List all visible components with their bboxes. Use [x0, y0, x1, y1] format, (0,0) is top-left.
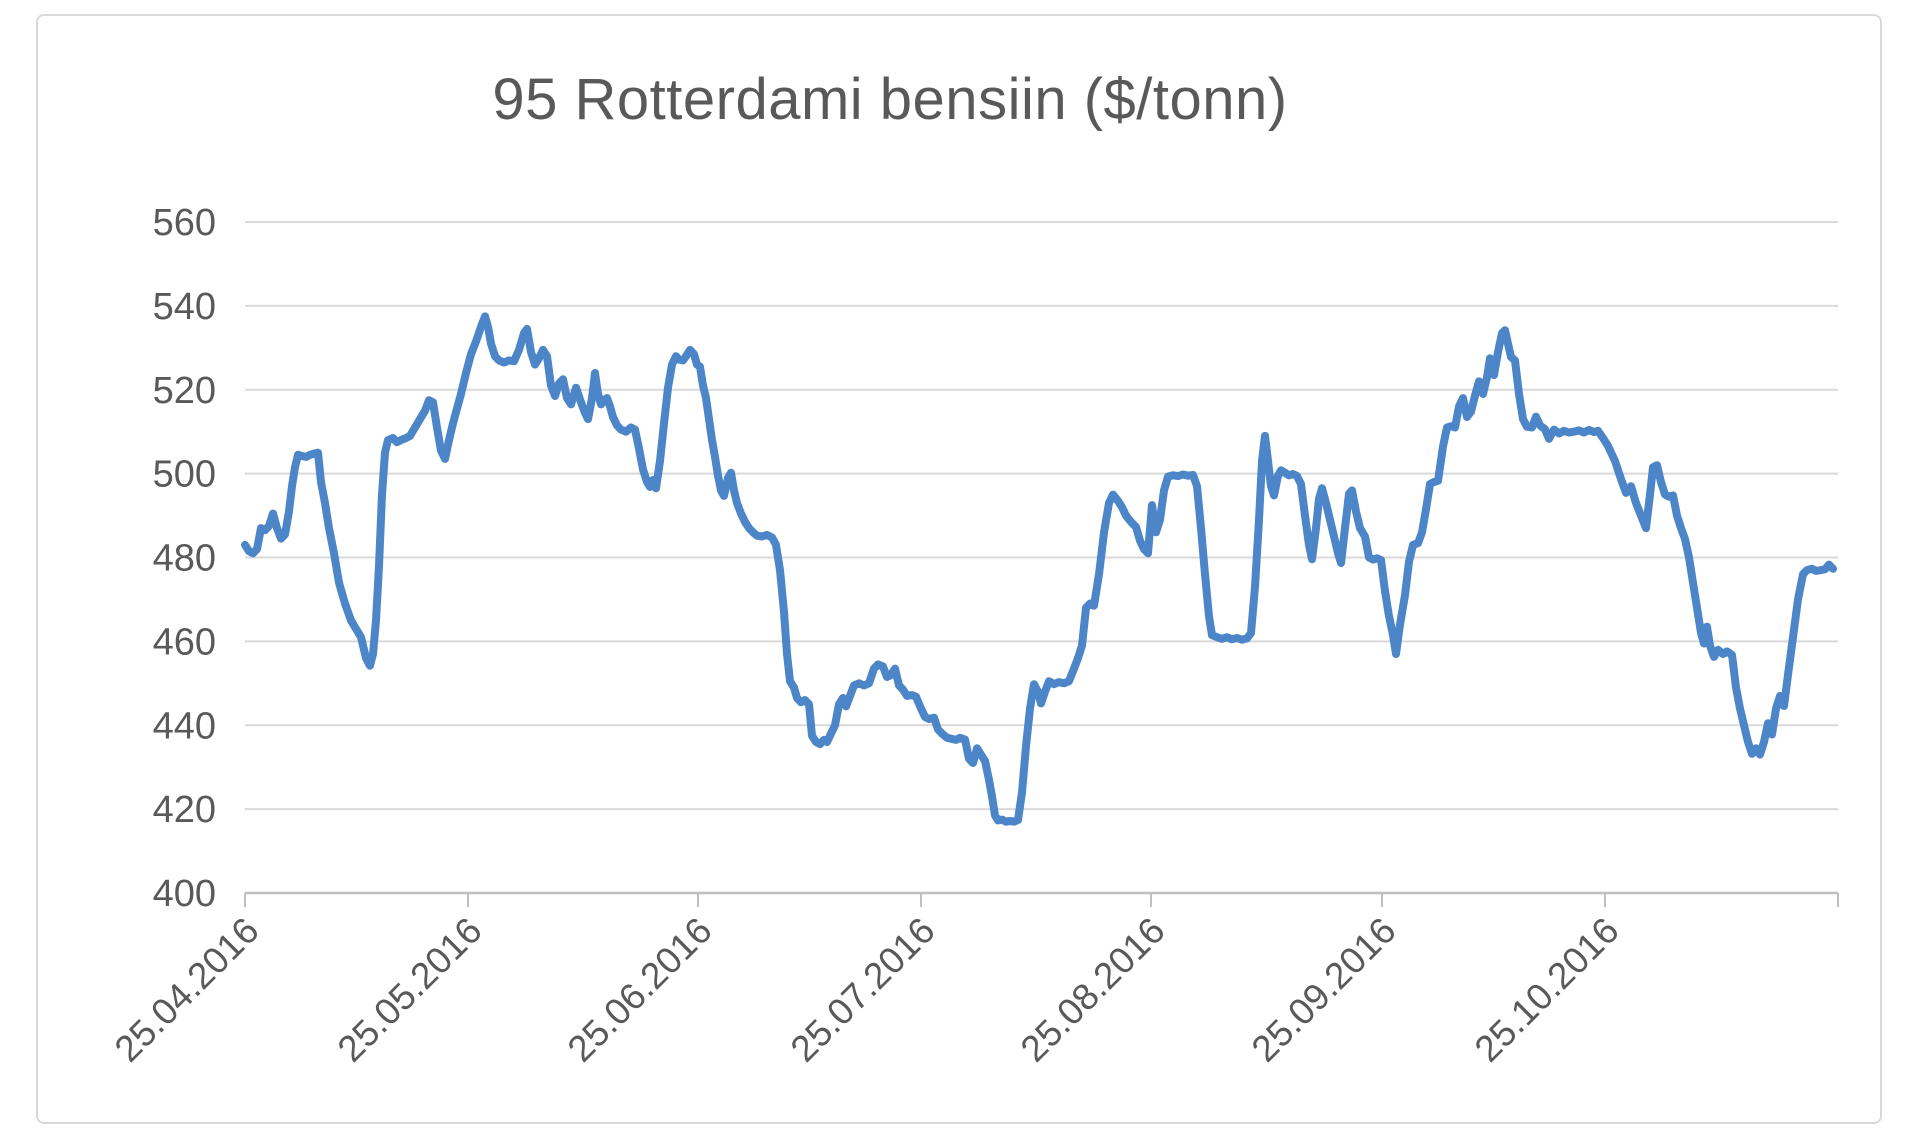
x-axis-tick-label: 25.10.2016 [1467, 910, 1627, 1070]
y-axis-labels-group: 400 420 440 460 480 500 520 540 560 [153, 202, 216, 915]
x-axis-tick-label: 25.06.2016 [560, 910, 720, 1070]
y-axis-tick-label: 440 [153, 705, 216, 747]
y-axis-tick-label: 560 [153, 202, 216, 244]
x-axis-tick-label: 25.09.2016 [1244, 910, 1404, 1070]
x-axis-tick-label: 25.05.2016 [330, 910, 490, 1070]
x-axis-tick-label: 25.04.2016 [107, 910, 267, 1070]
price-series-line [241, 312, 1837, 826]
x-axis-tick-label: 25.07.2016 [783, 910, 943, 1070]
y-axis-tick-label: 400 [153, 873, 216, 915]
gridlines-group [245, 221, 1838, 811]
y-axis-tick-label: 540 [153, 286, 216, 328]
y-axis-tick-label: 420 [153, 789, 216, 831]
chart-frame: 95 Rotterdami bensiin ($/tonn) 400 420 440… [36, 14, 1882, 1124]
x-axis-ticks-group [244, 893, 1839, 907]
y-axis-tick-label: 500 [153, 454, 216, 496]
x-axis-labels-group: 25.04.2016 25.05.2016 25.06.2016 25.07.2016… [107, 910, 1627, 1070]
y-axis-tick-label: 520 [153, 370, 216, 412]
chart-title: 95 Rotterdami bensiin ($/tonn) [492, 67, 1288, 132]
y-axis-tick-label: 480 [153, 538, 216, 580]
x-axis-tick-label: 25.08.2016 [1013, 910, 1173, 1070]
y-axis-tick-label: 460 [153, 621, 216, 663]
